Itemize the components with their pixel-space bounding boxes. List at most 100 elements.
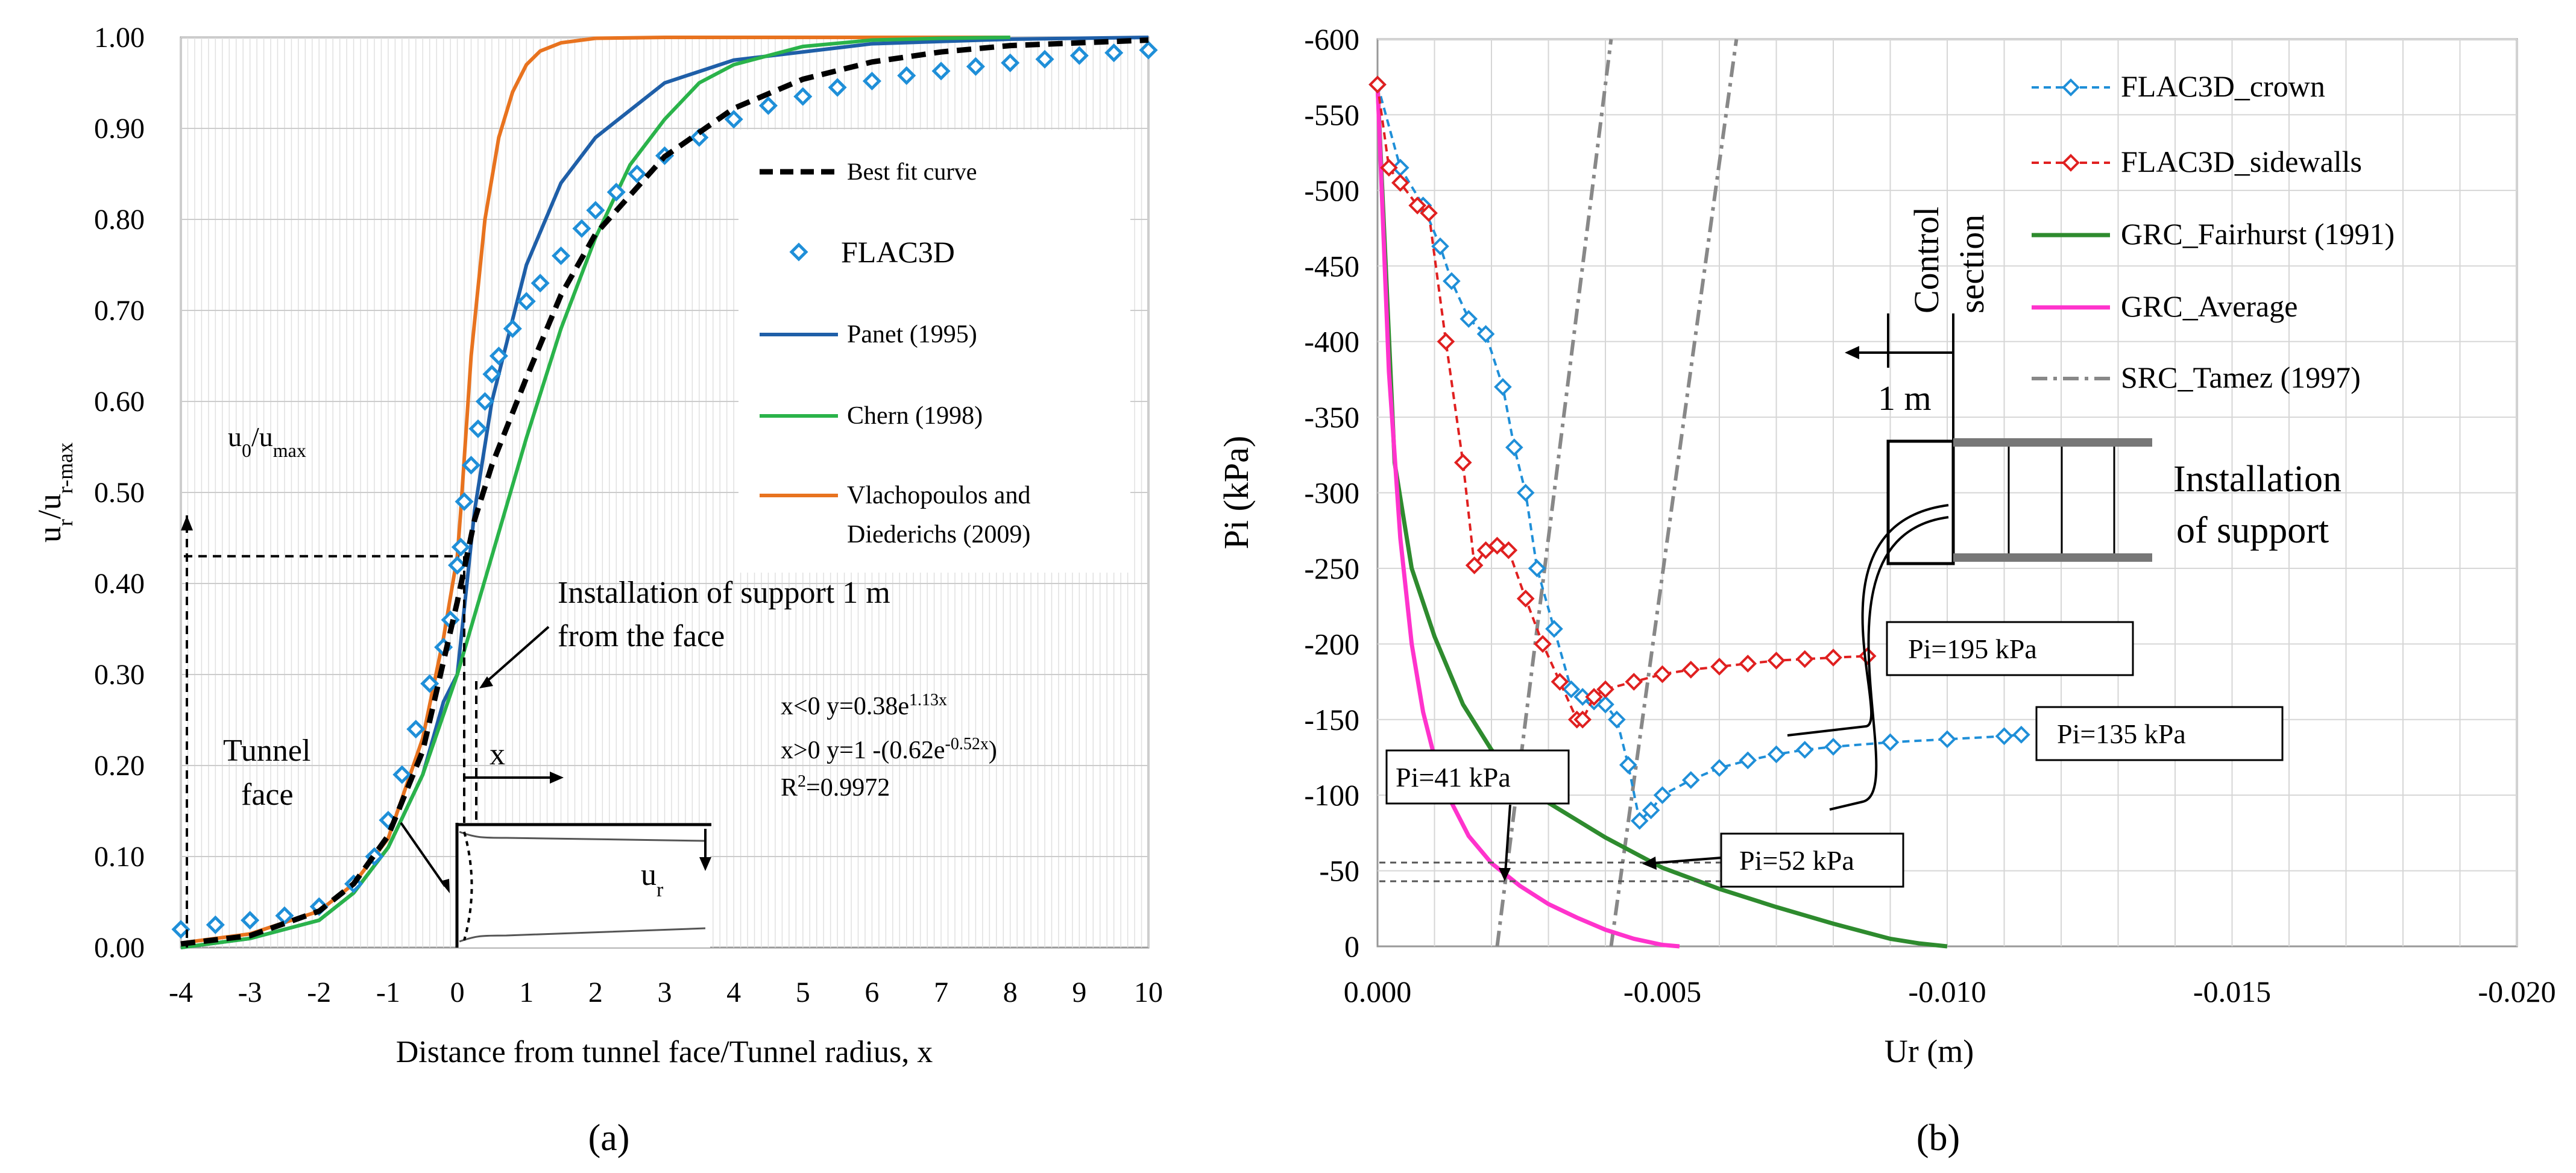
flac3d-point xyxy=(241,911,260,930)
y-tick-label: -50 xyxy=(1319,854,1359,888)
y-tick-label: 0.00 xyxy=(94,932,145,964)
flac3d-point xyxy=(628,164,647,184)
marker-point xyxy=(1795,650,1814,668)
pi-guides xyxy=(1379,861,1784,882)
flac3d-point xyxy=(897,66,916,85)
flac3d-point xyxy=(275,906,294,925)
eq-1: x<0 y=0.38e1.13x xyxy=(781,691,947,721)
x-tick-label: -0.005 xyxy=(1623,975,1701,1008)
x-tick-label: 2 xyxy=(588,976,603,1008)
y-tick-label: -300 xyxy=(1304,476,1359,510)
tunnel-face-label-2: face xyxy=(241,778,294,812)
marker-point xyxy=(1767,652,1786,670)
y-tick-label: -150 xyxy=(1304,703,1359,737)
flac3d-point xyxy=(461,456,481,475)
y-tick-label: 0.60 xyxy=(94,386,145,418)
flac3d-point xyxy=(448,556,467,575)
marker-point xyxy=(1596,695,1614,714)
flac3d-point xyxy=(690,128,709,147)
marker-point xyxy=(1596,680,1614,699)
callout-pi-195: Pi=195 kPa xyxy=(1886,621,2134,676)
y-tick-label: -250 xyxy=(1304,552,1359,585)
x-tick-label: -4 xyxy=(169,976,193,1008)
flac3d-point xyxy=(206,915,225,934)
flac3d-point xyxy=(606,183,626,202)
y-tick-label: 0.10 xyxy=(94,841,145,873)
marker-point xyxy=(1494,378,1512,396)
legend-label-crown: FLAC3D_crown xyxy=(2121,69,2325,103)
series-line-b xyxy=(1375,84,1948,949)
marker-point xyxy=(1443,272,1461,291)
marker-point xyxy=(1739,751,1757,770)
series-line-b xyxy=(1495,39,1613,947)
marker-point xyxy=(1642,801,1660,820)
x-tick-label: 0 xyxy=(450,976,465,1008)
y-tick-label: -400 xyxy=(1304,325,1359,359)
legend-marker-flac3d xyxy=(789,242,808,262)
flac3d-point xyxy=(1139,40,1158,60)
tunnel-face-label-1: Tunnel xyxy=(223,734,310,768)
x-tick-label: 6 xyxy=(864,976,879,1008)
tunnel-sketch: ur xyxy=(455,823,711,948)
y-tick-label: 0.40 xyxy=(94,568,145,600)
flac3d-point xyxy=(420,674,439,693)
marker-point xyxy=(1995,727,2014,746)
flac3d-point xyxy=(572,219,591,238)
marker-point xyxy=(2012,726,2030,744)
callout-pi-135: Pi=135 kPa xyxy=(2035,706,2284,761)
flac3d-point xyxy=(475,392,494,411)
panel-a: -4 -3 -2 -1 0 1 2 3 4 5 6 7 8 9 10 0.00 0.10 0.20 0.30 0.40… xyxy=(31,22,1163,1159)
marker-point xyxy=(1881,733,1900,752)
marker-point xyxy=(1824,649,1842,667)
marker-point xyxy=(1938,730,1956,749)
marker-point xyxy=(1767,745,1786,764)
flac3d-point xyxy=(517,292,536,311)
x-tick-label: 0.000 xyxy=(1344,975,1412,1008)
marker-point xyxy=(1368,75,1387,94)
x-tick-label: -0.020 xyxy=(2478,975,2556,1008)
control-section-inset: Control section 1 m Installation of supp… xyxy=(1787,207,2341,811)
legend-label-fairhurst: GRC_Fairhurst (1991) xyxy=(2121,217,2395,251)
marker-point xyxy=(1476,325,1495,343)
marker-point xyxy=(1551,673,1569,691)
y-tick-label: 0.20 xyxy=(94,750,145,782)
marker-point xyxy=(1710,658,1728,676)
y-tick-label: 1.00 xyxy=(94,22,145,54)
flac3d-point xyxy=(552,246,571,265)
flac3d-point xyxy=(1069,46,1089,65)
flac3d-point xyxy=(586,201,605,220)
marker-point xyxy=(1795,741,1814,759)
marker-point xyxy=(1453,453,1472,472)
flac3d-point xyxy=(406,720,426,739)
marker-point xyxy=(1619,756,1637,774)
flac3d-point xyxy=(1001,53,1020,72)
marker-point xyxy=(1681,771,1700,789)
x-axis-label-a: Distance from tunnel face/Tunnel radius,… xyxy=(396,1035,933,1069)
x-tick-label: 5 xyxy=(796,976,810,1008)
x-tick-label: 3 xyxy=(658,976,672,1008)
marker-point xyxy=(1528,559,1546,577)
x-arrow-label: x xyxy=(490,737,505,772)
y-tick-label: 0.80 xyxy=(94,204,145,236)
support-arrow xyxy=(486,626,550,682)
flac3d-point xyxy=(531,274,550,293)
control-label-1: Control xyxy=(1907,207,1946,313)
marker-point xyxy=(1431,237,1449,256)
x-tick-label: -1 xyxy=(376,976,400,1008)
y-tick-label: 0.50 xyxy=(94,477,145,509)
marker-point xyxy=(1573,710,1592,729)
x-tick-label: 4 xyxy=(726,976,741,1008)
legend-label-tamez: SRC_Tamez (1997) xyxy=(2121,360,2361,394)
legend-label-best-fit: Best fit curve xyxy=(847,158,977,185)
marker-point xyxy=(1585,688,1603,706)
support-label-1: Installation of support 1 m xyxy=(558,576,890,610)
marker-point xyxy=(1545,620,1563,638)
x-tick-label: 8 xyxy=(1003,976,1018,1008)
legend-a: Best fit curve FLAC3D Panet (1995) Chern… xyxy=(738,130,1130,573)
connector-sidewalls xyxy=(1787,504,1949,737)
y-tick-label: -350 xyxy=(1304,400,1359,434)
y-tick-label: 0.30 xyxy=(94,659,145,691)
legend-label-average: GRC_Average xyxy=(2121,289,2297,323)
panel-b: 0.000 -0.005 -0.010 -0.015 -0.020 0 -50 -100 -15… xyxy=(1217,22,2556,1159)
